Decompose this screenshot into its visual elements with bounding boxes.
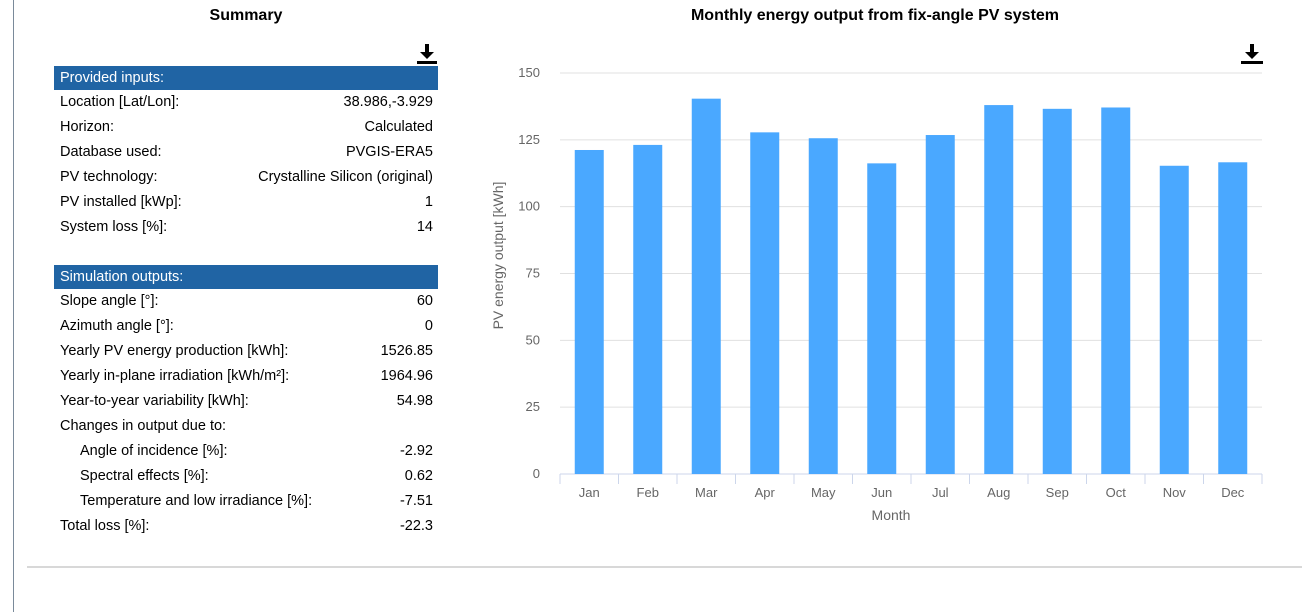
bar-jan [574,149,604,474]
x-tick-label: Jul [932,485,949,500]
table-row: Yearly PV energy production [kWh]: 1526.8… [54,339,438,364]
download-icon[interactable] [417,43,437,65]
row-label: Total loss [%]: [60,518,150,534]
row-value: 38.986,-3.929 [343,94,434,110]
bar-aug [984,105,1014,474]
simulation-outputs-header: Simulation outputs: [54,265,438,289]
x-tick-label: Apr [755,485,776,500]
monthly-energy-bar-chart: 0 25 50 75 100 125 150 Jan Feb Mar Apr May Jun Jul Aug… [490,65,1263,523]
table-row: Total loss [%]: -22.3 [54,514,438,539]
bar-may [808,138,838,474]
row-value: -22.3 [399,518,433,534]
table-row: PV technology: Crystalline Silicon (origi… [54,165,438,190]
row-value: 1964.96 [380,368,433,384]
table-row: Horizon: Calculated [54,115,438,140]
row-label: Temperature and low irradiance [%]: [80,493,313,509]
row-value: 14 [416,219,433,235]
x-tick-label: Jan [579,485,600,500]
chart-title: Monthly energy output from fix-angle PV … [690,7,1060,24]
bar-dec [1218,162,1248,474]
row-value: 0 [424,318,433,334]
download-icon[interactable] [1241,43,1263,65]
row-label: Location [Lat/Lon]: [60,94,180,110]
row-label: Year-to-year variability [kWh]: [60,393,249,409]
bar-nov [1159,165,1189,475]
row-value: 0.62 [404,468,433,484]
y-axis-title: PV energy output [kWh] [490,182,506,330]
page-left-border [13,0,14,612]
y-tick-label: 50 [526,332,540,347]
row-label: Changes in output due to: [60,418,227,434]
bar-feb [633,144,663,474]
table-row: Year-to-year variability [kWh]: 54.98 [54,389,438,414]
row-label: Angle of incidence [%]: [80,443,228,459]
summary-title: Summary [209,7,283,24]
table-row: Temperature and low irradiance [%]: -7.51 [54,489,438,514]
table-row: Slope angle [°]: 60 [54,289,438,314]
x-tick-label: May [811,485,836,500]
row-value: -7.51 [399,493,433,509]
x-tick-label: Sep [1046,485,1069,500]
row-label: Azimuth angle [°]: [60,318,174,334]
x-tick-label: Feb [637,485,659,500]
row-label: PV installed [kWp]: [60,194,182,210]
table-row: Angle of incidence [%]: -2.92 [54,439,438,464]
table-row: Yearly in-plane irradiation [kWh/m²]: 196… [54,364,438,389]
y-tick-label: 125 [518,132,540,147]
provided-inputs-table: Provided inputs: Location [Lat/Lon]: 38.9… [54,66,438,240]
row-label: System loss [%]: [60,219,168,235]
bar-sep [1042,108,1072,474]
table-row: Database used: PVGIS-ERA5 [54,140,438,165]
table-row: System loss [%]: 14 [54,215,438,240]
table-row: Spectral effects [%]: 0.62 [54,464,438,489]
panel-bottom-border [27,566,1302,568]
bar-jun [867,163,897,474]
row-label: Database used: [60,144,162,160]
row-value: Crystalline Silicon (original) [258,169,433,185]
y-tick-label: 25 [526,399,540,414]
row-label: PV technology: [60,169,158,185]
bar-jul [925,135,955,474]
table-row: Azimuth angle [°]: 0 [54,314,438,339]
row-label: Slope angle [°]: [60,293,159,309]
x-axis-title: Month [872,507,911,523]
row-value: 60 [416,293,433,309]
simulation-outputs-table: Simulation outputs: Slope angle [°]: 60 Az… [54,265,438,539]
row-value: Calculated [364,119,433,135]
table-row: Changes in output due to: [54,414,438,439]
table-row: PV installed [kWp]: 1 [54,190,438,215]
row-value: 1526.85 [380,343,433,359]
y-tick-label: 0 [533,466,540,481]
x-tick-label: Aug [987,485,1010,500]
row-value: -2.92 [399,443,433,459]
row-label: Yearly in-plane irradiation [kWh/m²]: [60,368,290,384]
row-value: 54.98 [396,393,433,409]
row-value: PVGIS-ERA5 [345,144,433,160]
x-tick-label: Mar [695,485,718,500]
y-tick-label: 100 [518,199,540,214]
row-label: Horizon: [60,119,114,135]
row-label: Yearly PV energy production [kWh]: [60,343,289,359]
row-value: 1 [424,194,433,210]
x-tick-label: Dec [1221,485,1245,500]
bar-mar [691,98,721,474]
y-tick-label: 75 [526,266,540,281]
provided-inputs-header: Provided inputs: [54,66,438,90]
bar-oct [1101,107,1131,475]
table-row: Location [Lat/Lon]: 38.986,-3.929 [54,90,438,115]
bar-apr [750,132,780,474]
x-tick-label: Oct [1106,485,1127,500]
x-tick-label: Nov [1163,485,1187,500]
y-tick-label: 150 [518,65,540,80]
row-label: Spectral effects [%]: [80,468,209,484]
x-tick-label: Jun [871,485,892,500]
